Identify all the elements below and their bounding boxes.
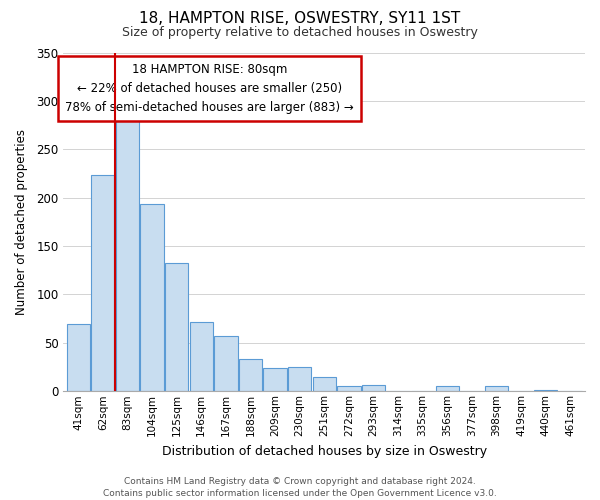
Y-axis label: Number of detached properties: Number of detached properties xyxy=(15,129,28,315)
Bar xyxy=(214,336,238,392)
Bar xyxy=(485,386,508,392)
Bar xyxy=(313,376,336,392)
Bar xyxy=(91,176,115,392)
Bar xyxy=(165,262,188,392)
Text: 18, HAMPTON RISE, OSWESTRY, SY11 1ST: 18, HAMPTON RISE, OSWESTRY, SY11 1ST xyxy=(139,11,461,26)
Bar xyxy=(239,360,262,392)
Bar xyxy=(288,367,311,392)
Text: 18 HAMPTON RISE: 80sqm
← 22% of detached houses are smaller (250)
78% of semi-de: 18 HAMPTON RISE: 80sqm ← 22% of detached… xyxy=(65,62,354,114)
Text: Size of property relative to detached houses in Oswestry: Size of property relative to detached ho… xyxy=(122,26,478,39)
Bar xyxy=(263,368,287,392)
Bar xyxy=(140,204,164,392)
Bar xyxy=(436,386,459,392)
Text: Contains HM Land Registry data © Crown copyright and database right 2024.
Contai: Contains HM Land Registry data © Crown c… xyxy=(103,476,497,498)
Bar xyxy=(337,386,361,392)
Bar xyxy=(116,120,139,392)
X-axis label: Distribution of detached houses by size in Oswestry: Distribution of detached houses by size … xyxy=(161,444,487,458)
Bar xyxy=(362,386,385,392)
Bar xyxy=(67,324,90,392)
Bar xyxy=(534,390,557,392)
Bar xyxy=(190,322,213,392)
